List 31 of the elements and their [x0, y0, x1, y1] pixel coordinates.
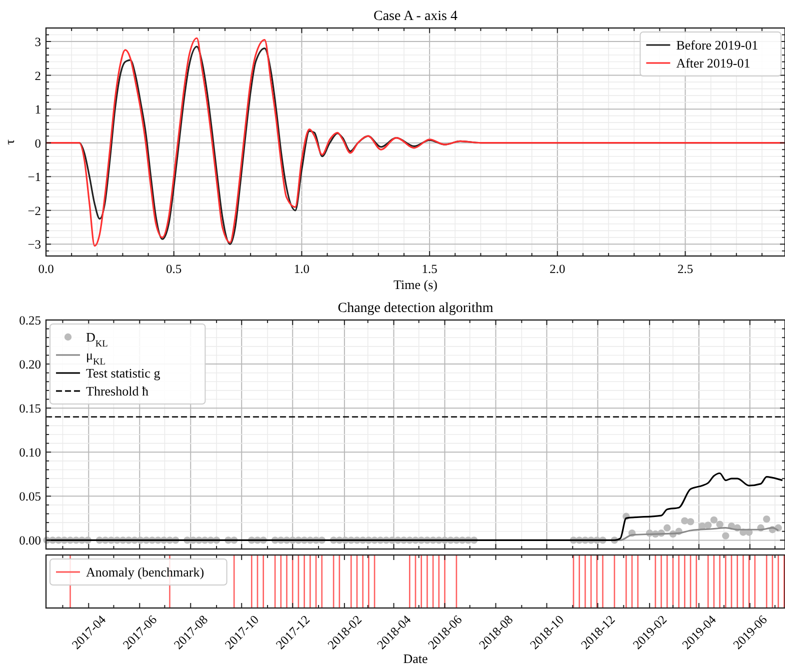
y-tick-label: −3	[28, 238, 41, 252]
x-tick-label: 1.0	[294, 262, 310, 276]
legend-label: Threshold ħ	[86, 384, 149, 398]
chart-title: Change detection algorithm	[338, 301, 494, 316]
y-tick-label: 1	[34, 102, 41, 117]
x-axis-title: Time (s)	[394, 277, 438, 292]
x-tick-label: 1.5	[422, 262, 438, 276]
x-tick-label: 0.0	[38, 262, 54, 276]
legend-label: μ$_{KL}$	[86, 348, 106, 368]
chart-title: Case A - axis 4	[374, 9, 458, 24]
legend-label: Before 2019-01	[676, 38, 758, 52]
x-tick-label: 0.5	[166, 262, 182, 276]
y-tick-label: 3	[34, 35, 41, 50]
legend-label: Anomaly (benchmark)	[86, 564, 204, 580]
legend-label: D$_{KL}$	[86, 330, 108, 350]
y-tick-label: 0.00	[19, 534, 41, 548]
y-tick-label: 0	[34, 136, 41, 150]
y-tick-label: 0.05	[19, 490, 41, 504]
x-tick-label: 2.0	[550, 262, 566, 276]
y-tick-label: −1	[28, 170, 41, 184]
x-axis-title: Date	[403, 651, 428, 666]
legend-label: Test statistic g	[86, 366, 161, 380]
y-tick-label: 0.20	[19, 358, 41, 372]
y-tick-label: 2	[34, 68, 41, 83]
y-tick-label: 0.10	[19, 446, 41, 460]
x-tick-label: 2.5	[677, 262, 694, 276]
y-tick-label: −2	[28, 204, 41, 218]
legend-label: After 2019-01	[676, 56, 750, 70]
y-axis-title: τ	[2, 139, 17, 145]
y-tick-label: 0.25	[19, 314, 41, 328]
y-tick-label: 0.15	[19, 402, 41, 416]
